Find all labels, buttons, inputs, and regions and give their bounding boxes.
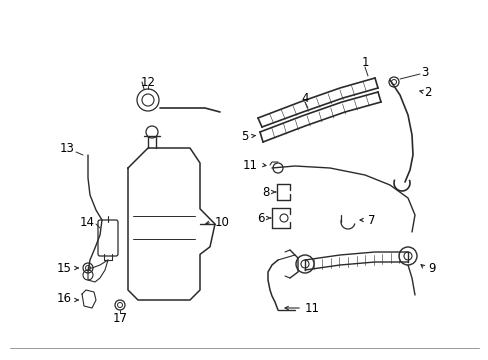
Text: 15: 15 [57, 261, 72, 274]
Text: 1: 1 [361, 55, 368, 68]
Text: 4: 4 [301, 91, 308, 104]
Text: 5: 5 [240, 130, 247, 143]
Text: 13: 13 [60, 141, 75, 154]
Text: 6: 6 [257, 212, 264, 225]
Text: 9: 9 [427, 261, 435, 274]
Text: 17: 17 [112, 311, 127, 324]
Text: 11: 11 [305, 302, 319, 315]
Text: 3: 3 [421, 66, 428, 78]
Text: 7: 7 [367, 213, 375, 226]
Text: 8: 8 [262, 185, 269, 198]
Text: 11: 11 [243, 158, 258, 171]
Text: 10: 10 [215, 216, 229, 229]
Text: 14: 14 [80, 216, 95, 229]
Text: 2: 2 [424, 86, 431, 99]
Text: 16: 16 [57, 292, 72, 305]
Text: 12: 12 [140, 76, 155, 89]
